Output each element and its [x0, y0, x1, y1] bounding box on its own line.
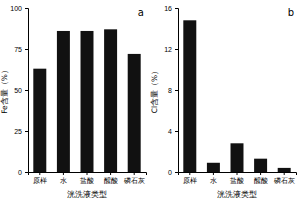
tick-label: 原样	[33, 177, 47, 184]
axis-domain	[179, 173, 297, 176]
y-tick: 12	[164, 46, 178, 53]
axis-domain	[25, 9, 29, 173]
tick-label: 醒酸	[254, 177, 268, 184]
tick-mark	[25, 131, 28, 132]
tick-mark	[175, 8, 178, 9]
tick-mark	[175, 49, 178, 50]
tick-label: 75	[14, 46, 22, 53]
tick-mark	[189, 172, 190, 175]
tick-label: 50	[14, 87, 22, 94]
tick-label: 原样	[183, 177, 197, 184]
x-tick: 磷石灰	[273, 172, 295, 184]
tick-label: 0	[18, 169, 22, 176]
axis-domain	[175, 9, 179, 173]
tick-mark	[213, 172, 214, 175]
y-axis: 0 25 50 75 100	[10, 5, 28, 176]
x-tick: 原样	[183, 172, 197, 184]
tick-mark	[175, 131, 178, 132]
tick-mark	[134, 172, 135, 175]
bars	[33, 29, 140, 172]
tick-mark	[175, 172, 178, 173]
tick-label: 磷石灰	[273, 177, 295, 184]
tick-mark	[87, 172, 88, 175]
tick-mark	[25, 49, 28, 50]
tick-label: 盐酸	[230, 177, 244, 184]
x-axis: 原样 水 盐酸 醒酸磷石灰	[29, 172, 147, 184]
tick-mark	[175, 90, 178, 91]
tick-label: 4	[168, 128, 172, 135]
x-tick: 醒酸	[254, 172, 268, 184]
x-tick: 醒酸	[104, 172, 118, 184]
tick-label: 水	[60, 177, 67, 184]
tick-label: 8	[168, 87, 172, 94]
y-tick: 8	[168, 87, 178, 94]
bar	[128, 54, 141, 172]
tick-mark	[237, 172, 238, 175]
tick-mark	[63, 172, 64, 175]
tick-label: 盐酸	[80, 177, 94, 184]
x-axis: 原样 水 盐酸 醒酸磷石灰	[179, 172, 297, 184]
panel: 0 25 50 75 100 原样 水 盐酸 醒酸磷石灰洸洗液类型 Fe含量（%） a	[0, 5, 147, 199]
x-tick: 水	[60, 172, 67, 184]
bar	[183, 20, 196, 172]
bar	[81, 31, 94, 172]
tick-label: 25	[14, 128, 22, 135]
x-axis-title: 洸洗液类型	[217, 190, 257, 199]
panel: 0 4 8 12 16 原样 水 盐酸 醒酸磷石灰洸洗液类型 Cl含量（%） b	[150, 5, 297, 199]
tick-label: 100	[10, 5, 22, 12]
tick-mark	[260, 172, 261, 175]
tick-mark	[25, 90, 28, 91]
bar	[207, 163, 220, 172]
tick-mark	[284, 172, 285, 175]
bar	[278, 168, 291, 172]
y-axis: 0 4 8 12 16	[164, 5, 178, 176]
y-tick: 0	[18, 169, 28, 176]
x-tick: 磷石灰	[123, 172, 145, 184]
bar	[57, 31, 70, 172]
tick-mark	[25, 8, 28, 9]
x-axis-title: 洸洗液类型	[67, 190, 107, 199]
y-tick: 16	[164, 5, 178, 12]
tick-label: 0	[168, 169, 172, 176]
bar	[254, 159, 267, 172]
y-tick: 4	[168, 128, 178, 135]
panel-title: a	[138, 7, 144, 18]
tick-mark	[39, 172, 40, 175]
x-tick: 盐酸	[230, 172, 244, 184]
tick-mark	[110, 172, 111, 175]
bar	[33, 69, 46, 172]
figure: 0255075100原样水盐酸醒酸磷石灰洸洗液类型Fe含量（%）a0481216…	[0, 0, 300, 200]
x-tick: 原样	[33, 172, 47, 184]
bar	[104, 29, 117, 172]
y-tick: 0	[168, 169, 178, 176]
y-tick: 50	[14, 87, 28, 94]
axis-domain	[29, 173, 147, 176]
bar	[231, 143, 244, 172]
tick-label: 醒酸	[104, 177, 118, 184]
tick-label: 12	[164, 46, 172, 53]
tick-label: 16	[164, 5, 172, 12]
bars	[183, 20, 290, 172]
y-axis-title: Cl含量（%）	[150, 67, 159, 113]
y-tick: 100	[10, 5, 28, 12]
tick-mark	[25, 172, 28, 173]
y-axis-title: Fe含量（%）	[0, 66, 9, 114]
panel-title: b	[288, 7, 294, 18]
x-tick: 盐酸	[80, 172, 94, 184]
tick-label: 水	[210, 177, 217, 184]
y-tick: 75	[14, 46, 28, 53]
y-tick: 25	[14, 128, 28, 135]
x-tick: 水	[210, 172, 217, 184]
tick-label: 磷石灰	[123, 177, 145, 184]
